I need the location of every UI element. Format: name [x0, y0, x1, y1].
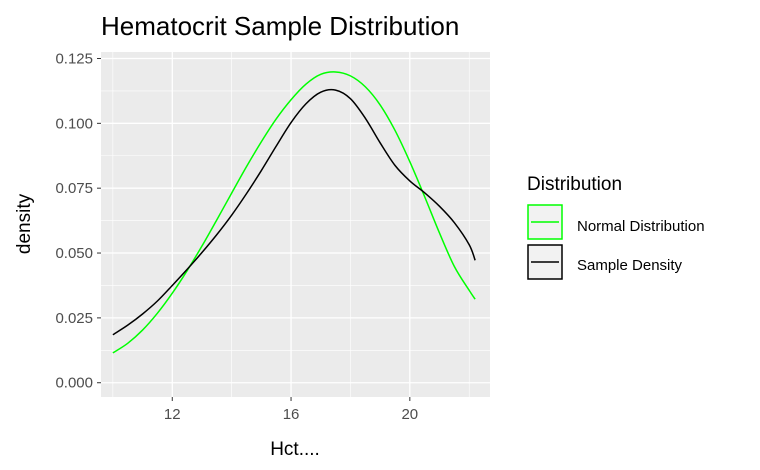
chart-title: Hematocrit Sample Distribution: [101, 11, 459, 41]
y-tick-label: 0.025: [55, 310, 93, 327]
x-tick-label: 16: [283, 406, 300, 423]
y-axis-title: density: [14, 193, 35, 254]
legend-entry-normal-distribution: Normal Distribution: [527, 204, 705, 240]
y-tick-label: 0.075: [55, 180, 93, 197]
x-axis: 12 16 20: [164, 397, 418, 423]
x-tick-label: 12: [164, 406, 181, 423]
y-tick-label: 0.050: [55, 245, 93, 262]
y-tick-label: 0.000: [55, 375, 93, 392]
legend-title: Distribution: [527, 174, 622, 195]
legend-label-sample-density: Sample Density: [577, 257, 683, 274]
plot-panel: [101, 52, 490, 397]
x-axis-title: Hct....: [270, 439, 320, 460]
legend-entry-sample-density: Sample Density: [527, 244, 683, 280]
major-grid: [101, 52, 490, 397]
legend: Distribution Normal Distribution Sample …: [527, 174, 705, 280]
series-line-normal-distribution: [112, 71, 476, 354]
y-tick-label: 0.125: [55, 50, 93, 67]
legend-label-normal-distribution: Normal Distribution: [577, 218, 705, 235]
minor-grid: [101, 52, 490, 397]
y-tick-label: 0.100: [55, 115, 93, 132]
x-tick-label: 20: [401, 406, 418, 423]
series-layer: [112, 71, 476, 354]
series-line-sample-density: [112, 88, 476, 336]
y-axis: 0.000 0.025 0.050 0.075 0.100 0.125: [55, 50, 101, 392]
